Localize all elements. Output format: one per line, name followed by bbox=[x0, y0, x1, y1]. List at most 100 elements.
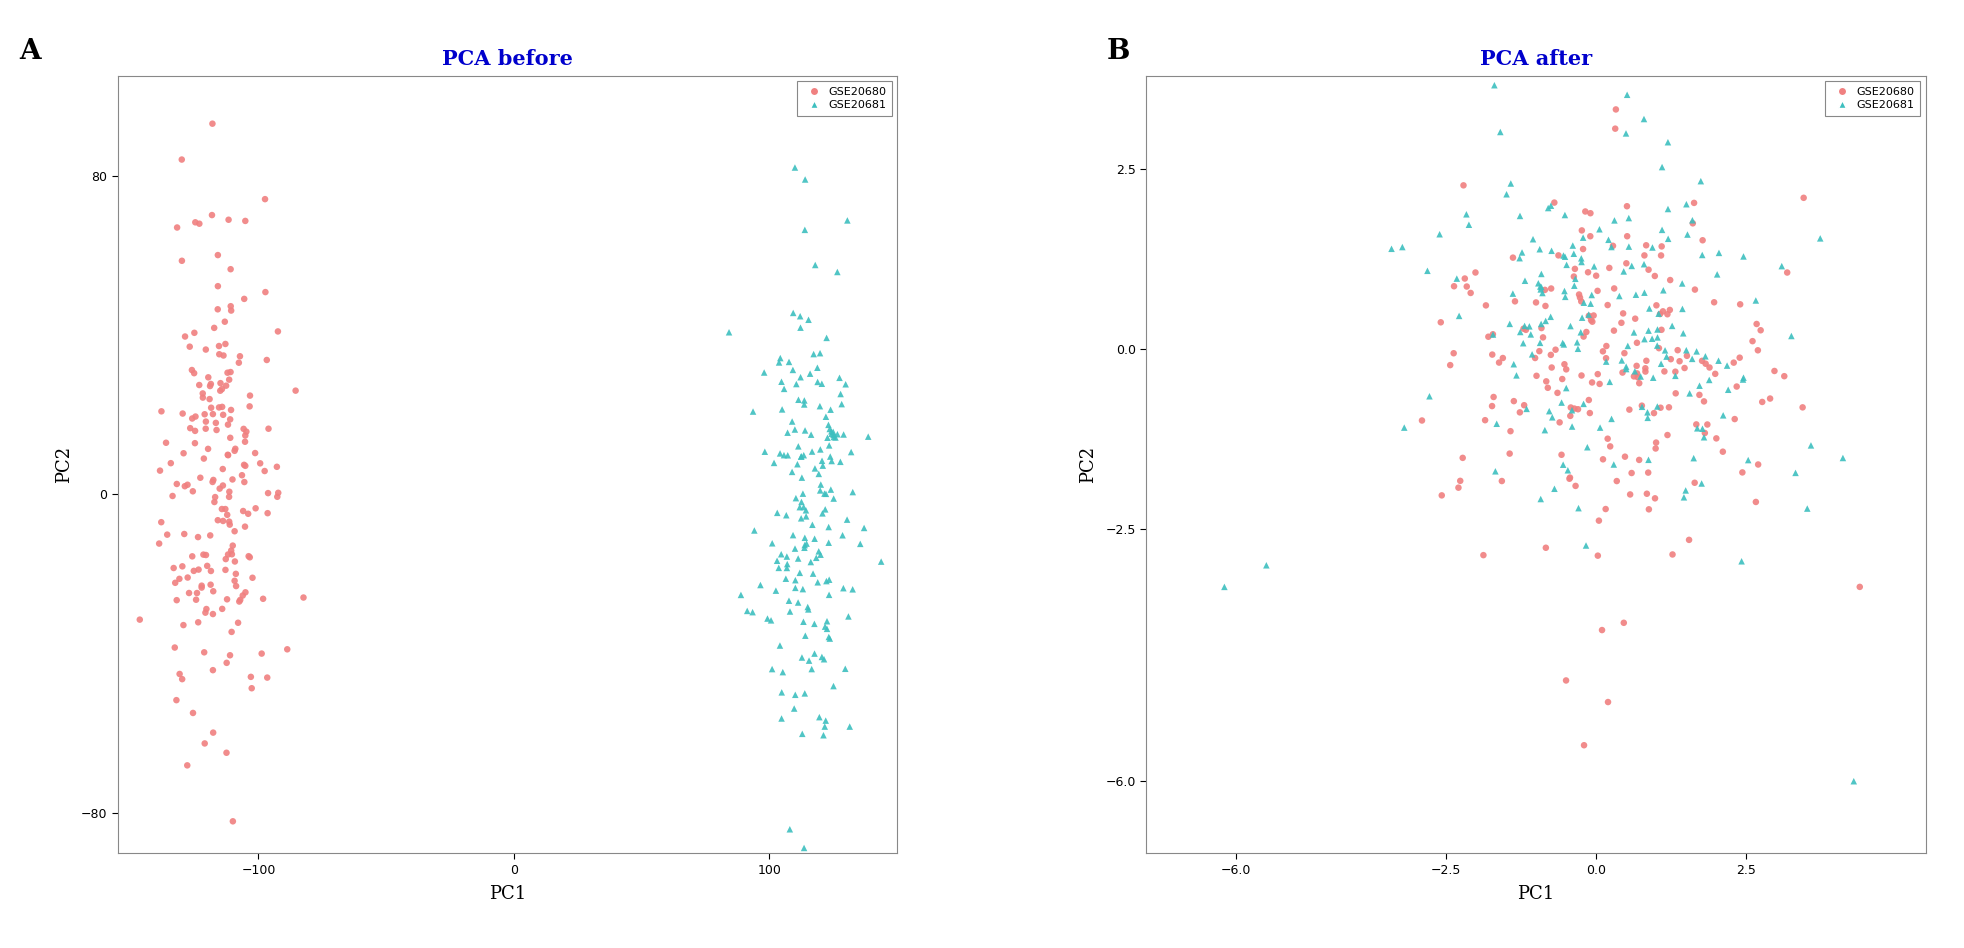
Point bbox=[143, 536, 175, 551]
Point bbox=[1506, 336, 1538, 351]
Point bbox=[1406, 413, 1438, 428]
Point bbox=[1622, 452, 1654, 467]
Point bbox=[1524, 336, 1555, 351]
Point bbox=[778, 527, 809, 542]
Point bbox=[764, 351, 795, 366]
Point bbox=[232, 506, 263, 521]
Point bbox=[1567, 295, 1599, 310]
Point bbox=[1612, 402, 1644, 417]
Point bbox=[1554, 471, 1585, 486]
Point bbox=[1779, 465, 1811, 481]
Point bbox=[811, 330, 843, 345]
Point bbox=[1620, 287, 1652, 302]
Point bbox=[780, 573, 811, 588]
Point bbox=[230, 424, 261, 439]
Point bbox=[1610, 199, 1642, 214]
Point bbox=[181, 592, 212, 608]
Point bbox=[1479, 78, 1510, 93]
Point bbox=[1550, 289, 1581, 304]
Point bbox=[1614, 487, 1646, 502]
Point bbox=[214, 299, 246, 314]
Point bbox=[202, 301, 234, 317]
Point bbox=[187, 386, 218, 401]
Point bbox=[1550, 673, 1581, 688]
Point bbox=[788, 447, 819, 463]
Point bbox=[171, 757, 202, 773]
Point bbox=[752, 611, 784, 626]
Point bbox=[1669, 483, 1701, 498]
Point bbox=[1612, 239, 1644, 254]
Point bbox=[1620, 2, 1652, 17]
Point bbox=[1707, 444, 1738, 459]
Point bbox=[811, 621, 843, 636]
Point bbox=[124, 612, 155, 628]
Point bbox=[1628, 285, 1660, 301]
Point bbox=[1579, 268, 1610, 283]
Point bbox=[1632, 323, 1664, 338]
Point bbox=[185, 470, 216, 485]
Point bbox=[196, 607, 228, 622]
Point bbox=[1526, 330, 1557, 345]
Point bbox=[261, 489, 293, 504]
Point bbox=[1630, 354, 1662, 369]
Point bbox=[809, 501, 841, 517]
Point bbox=[827, 580, 858, 595]
Point bbox=[1593, 261, 1624, 276]
Point bbox=[1768, 369, 1799, 384]
Point bbox=[194, 528, 226, 543]
Point bbox=[214, 262, 246, 277]
Point bbox=[1667, 360, 1699, 375]
Y-axis label: PC2: PC2 bbox=[1078, 446, 1096, 483]
Point bbox=[1565, 251, 1597, 266]
Point bbox=[758, 455, 790, 470]
Point bbox=[811, 574, 843, 589]
Point bbox=[1524, 266, 1555, 282]
Point bbox=[762, 505, 793, 520]
Point bbox=[784, 500, 815, 515]
Point bbox=[261, 324, 293, 339]
Point bbox=[1654, 272, 1685, 287]
Point bbox=[1475, 347, 1506, 362]
Point bbox=[210, 655, 242, 670]
Point bbox=[1632, 301, 1664, 316]
Point bbox=[768, 381, 799, 396]
Point bbox=[1648, 364, 1679, 379]
Point bbox=[1669, 348, 1701, 363]
Point bbox=[1742, 457, 1773, 472]
Point bbox=[1559, 479, 1591, 494]
Point bbox=[776, 465, 807, 480]
Point bbox=[1524, 317, 1555, 332]
Point bbox=[230, 428, 261, 443]
Point bbox=[1518, 351, 1550, 366]
Point bbox=[196, 208, 228, 223]
Point bbox=[736, 404, 768, 419]
Point bbox=[1636, 370, 1667, 385]
Legend: GSE20680, GSE20681: GSE20680, GSE20681 bbox=[1825, 82, 1919, 116]
Point bbox=[240, 501, 271, 516]
Point bbox=[1693, 360, 1724, 375]
Point bbox=[803, 442, 835, 457]
Point bbox=[774, 604, 805, 619]
Point bbox=[1642, 340, 1673, 356]
Point bbox=[1671, 227, 1703, 242]
Point bbox=[1557, 269, 1589, 284]
Point bbox=[1520, 295, 1552, 310]
Point bbox=[799, 531, 831, 546]
Point bbox=[220, 0, 251, 10]
Point bbox=[1787, 191, 1819, 206]
Point bbox=[214, 517, 246, 532]
Point bbox=[848, 520, 880, 536]
Point bbox=[214, 411, 246, 427]
Point bbox=[799, 258, 831, 273]
Point bbox=[799, 550, 831, 565]
Point bbox=[770, 571, 801, 586]
Point bbox=[1554, 470, 1585, 485]
Point bbox=[183, 562, 214, 577]
Point bbox=[244, 456, 275, 471]
Point bbox=[1514, 327, 1546, 342]
Point bbox=[1500, 368, 1532, 383]
Point bbox=[1497, 286, 1528, 301]
Point bbox=[1449, 207, 1481, 222]
Point bbox=[1534, 309, 1565, 324]
Point bbox=[214, 364, 246, 379]
